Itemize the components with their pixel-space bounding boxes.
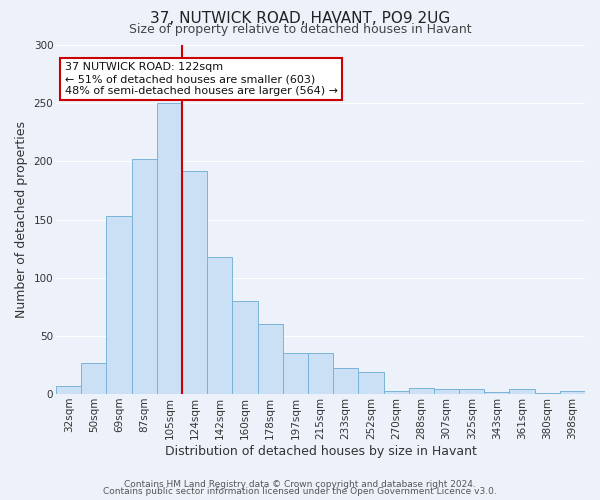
Bar — [459, 390, 484, 394]
Bar — [383, 390, 409, 394]
Text: Size of property relative to detached houses in Havant: Size of property relative to detached ho… — [128, 24, 472, 36]
Text: Contains HM Land Registry data © Crown copyright and database right 2024.: Contains HM Land Registry data © Crown c… — [124, 480, 476, 489]
Text: 37 NUTWICK ROAD: 122sqm
← 51% of detached houses are smaller (603)
48% of semi-d: 37 NUTWICK ROAD: 122sqm ← 51% of detache… — [65, 62, 338, 96]
Bar — [131, 159, 157, 394]
Bar — [535, 393, 560, 394]
Bar — [308, 354, 333, 394]
Bar — [333, 368, 358, 394]
Bar — [434, 390, 459, 394]
Bar — [182, 170, 207, 394]
Bar — [283, 354, 308, 394]
Bar — [207, 257, 232, 394]
Y-axis label: Number of detached properties: Number of detached properties — [15, 121, 28, 318]
X-axis label: Distribution of detached houses by size in Havant: Distribution of detached houses by size … — [164, 444, 476, 458]
Bar — [358, 372, 383, 394]
Bar — [157, 103, 182, 394]
Bar — [560, 390, 585, 394]
Bar — [81, 362, 106, 394]
Bar — [56, 386, 81, 394]
Bar — [484, 392, 509, 394]
Text: Contains public sector information licensed under the Open Government Licence v3: Contains public sector information licen… — [103, 487, 497, 496]
Bar — [232, 301, 257, 394]
Bar — [106, 216, 131, 394]
Bar — [257, 324, 283, 394]
Bar — [409, 388, 434, 394]
Text: 37, NUTWICK ROAD, HAVANT, PO9 2UG: 37, NUTWICK ROAD, HAVANT, PO9 2UG — [150, 11, 450, 26]
Bar — [509, 390, 535, 394]
